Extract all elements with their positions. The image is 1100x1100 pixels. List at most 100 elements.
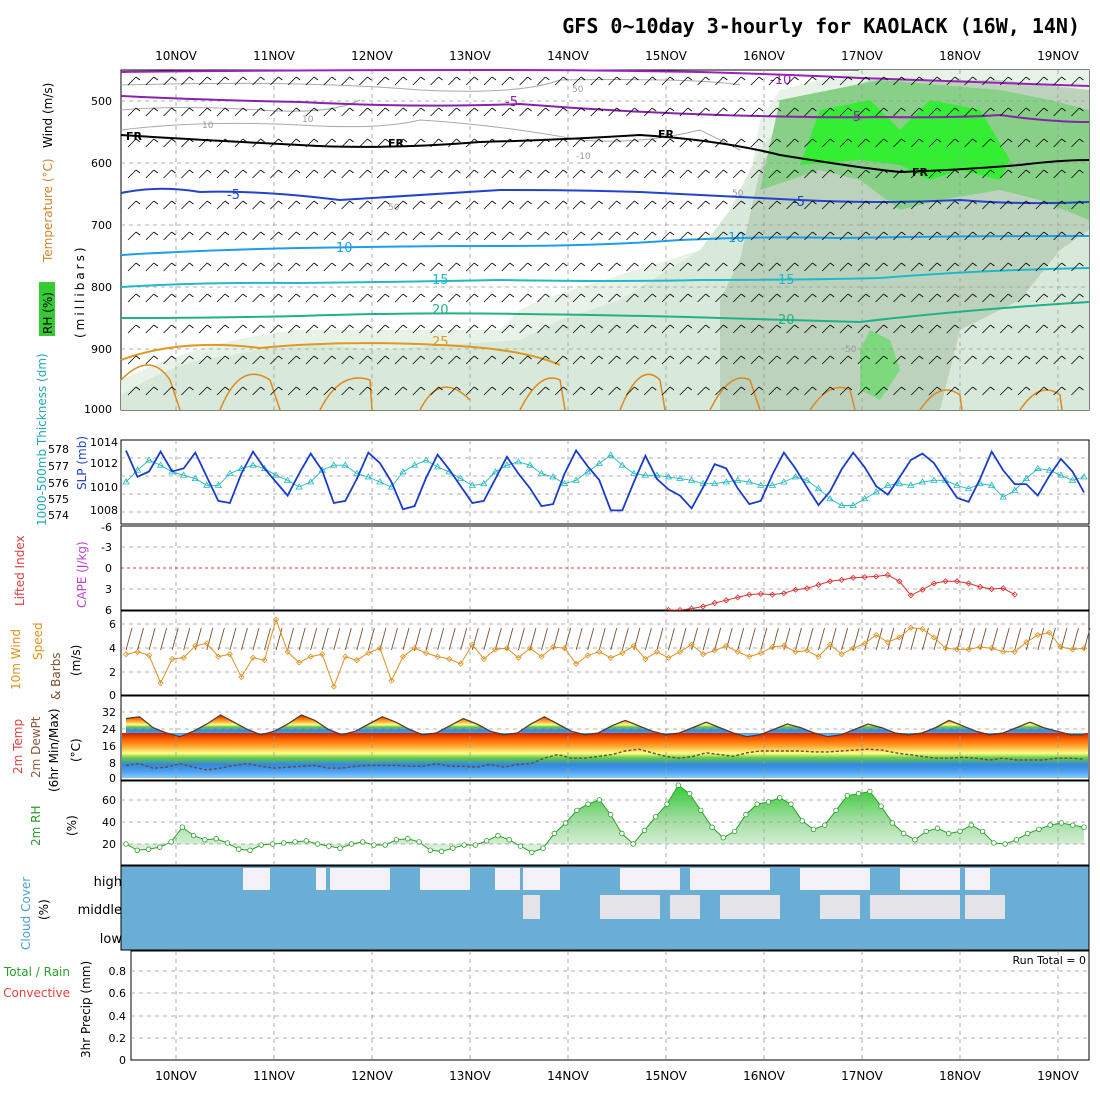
wind-barb (839, 293, 849, 303)
wind-barb-flag (758, 262, 764, 267)
wind-speed-point (515, 654, 522, 661)
wind-barb (679, 200, 689, 210)
wind-barb-flag (331, 231, 337, 236)
thickness-point (814, 484, 823, 492)
wind-barb (946, 169, 956, 179)
wind-barb-flag (616, 107, 621, 112)
wind-barb (537, 355, 546, 365)
contour-25 (120, 342, 561, 366)
wind-barb-flag (171, 76, 176, 81)
wind-barb-flag (829, 231, 835, 236)
tick-label: 600 (91, 157, 112, 170)
wind-barb (697, 262, 706, 272)
wind-barb (715, 138, 724, 148)
wind-barb (394, 107, 404, 117)
temp2m-panel: 32 24 16 8 0 2m Temp 2m DewPt (6hr Min/M… (11, 695, 1090, 792)
wind-barb-flag (972, 138, 977, 143)
wind-barb (715, 107, 724, 117)
wind-speed-point (1057, 643, 1064, 651)
wind-barb (145, 169, 155, 179)
wind-barb (1071, 107, 1080, 117)
wind-barb (839, 138, 849, 148)
wind-barb (1071, 262, 1080, 272)
wind-barb-flag (776, 138, 782, 143)
wind10-barbs (125, 627, 1091, 651)
wind-speed-point (342, 653, 349, 660)
wind-barb (857, 200, 867, 210)
wind-barb (145, 231, 155, 241)
wind-barb-flag (1025, 355, 1031, 360)
wind-barb-flag (901, 324, 906, 329)
wind-speed-point (492, 646, 499, 653)
wind-barb-flag (1025, 293, 1031, 298)
wind-barb-flag (580, 324, 586, 329)
wind-barb (181, 355, 190, 365)
wind-barb (893, 76, 902, 86)
cloud-clear-high (800, 868, 870, 890)
wind-barb-flag (384, 76, 390, 81)
wind-barb (234, 138, 244, 148)
wind-barb-flag (847, 231, 853, 236)
lifted-index-point (919, 586, 926, 593)
wind-barb-flag (794, 107, 799, 112)
wind-barb-flag (1025, 169, 1031, 174)
wind-barb-flag (1043, 76, 1049, 81)
wind-speed-point (884, 639, 891, 646)
wind-barb-flag (135, 262, 141, 267)
cloud-clear-high (690, 868, 770, 890)
wind-barb (252, 355, 261, 365)
wind-barb (198, 262, 208, 272)
wind-barb (661, 262, 671, 272)
wind-barb-flag (616, 324, 621, 329)
wind-barb-flag (634, 355, 639, 360)
wind-speed-point (272, 616, 280, 623)
wind-barb (465, 200, 475, 210)
wind-barb (501, 200, 511, 210)
wind-barb-flag (349, 138, 354, 143)
wind-barb-flag (1061, 231, 1066, 236)
wind-speed-point (307, 653, 314, 660)
wind-barb-flag (812, 324, 817, 329)
wind-barb (501, 231, 511, 241)
wind-barb-flag (509, 76, 515, 81)
wind-barb-flag (740, 231, 746, 236)
wind-barb-flag (313, 386, 319, 391)
thickness-point (295, 483, 303, 490)
wind-barb-flag (1025, 138, 1031, 143)
wind-barb (460, 627, 468, 651)
wind-barb-flag (740, 386, 746, 391)
wind-barb (679, 386, 689, 396)
wind-speed-point (596, 648, 603, 655)
wind-barb (1037, 627, 1045, 651)
wind-barb (430, 293, 439, 303)
thickness-point (260, 464, 269, 471)
wind-barb (804, 76, 813, 86)
wind-barb-flag (260, 76, 265, 81)
wind-barb (287, 169, 297, 179)
wind-barb (252, 200, 261, 210)
wind-barb (323, 324, 333, 334)
wind-barb-flag (349, 355, 354, 360)
wind-barb-flag (901, 386, 906, 391)
wind-barb-flag (794, 231, 799, 236)
tick-label: -6 (101, 521, 112, 534)
wind-barb (968, 627, 976, 651)
wind-barb (732, 293, 742, 303)
wind-speed-point (653, 648, 661, 655)
wind-barb (982, 262, 991, 272)
rh2m-point (867, 788, 873, 795)
wind-barb (359, 138, 368, 148)
wind-barb-flag (865, 107, 871, 112)
wind-barb-flag (598, 355, 604, 360)
wind-barb-flag (865, 324, 871, 329)
wind-speed-point (850, 645, 857, 652)
wind-barb-flag (242, 231, 248, 236)
tick-label: 6 (109, 618, 116, 631)
wind-barb-flag (384, 231, 390, 236)
wind-barb (786, 200, 795, 210)
wind-barb (125, 627, 133, 651)
wind-barb (893, 262, 902, 272)
wind-barb (483, 231, 493, 241)
wind-barb (359, 293, 368, 303)
wind-barb-flag (473, 324, 479, 329)
